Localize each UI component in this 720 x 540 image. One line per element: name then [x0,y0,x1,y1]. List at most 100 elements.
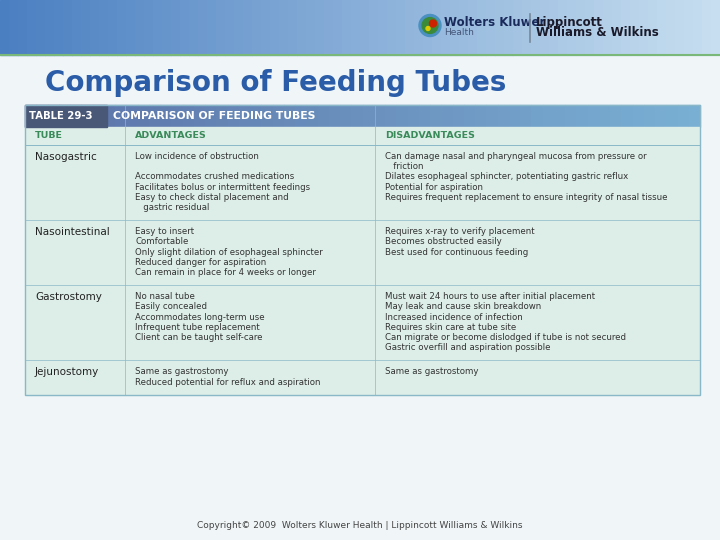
Bar [25,105,700,395]
Bar [171,105,182,127]
Bar [189,0,198,55]
Bar [25,105,36,127]
Bar [27,0,36,55]
Bar [498,105,509,127]
Bar [475,105,486,127]
Bar [684,0,693,55]
Bar [342,0,351,55]
Bar [423,0,432,55]
Bar [194,105,205,127]
Bar [243,0,252,55]
Bar [486,0,495,55]
Bar [162,0,171,55]
Bar [239,105,250,127]
Text: friction: friction [385,162,423,171]
Bar [284,105,295,127]
Text: Comfortable: Comfortable [135,238,189,246]
Bar [135,0,144,55]
Bar [531,105,542,127]
Bar [297,0,306,55]
Text: Dilates esophageal sphincter, potentiating gastric reflux: Dilates esophageal sphincter, potentiati… [385,172,629,181]
Text: Williams & Wilkins: Williams & Wilkins [536,26,659,39]
Bar [252,0,261,55]
Bar [288,0,297,55]
Bar [430,105,441,127]
Bar [408,105,419,127]
Text: Easily concealed: Easily concealed [135,302,207,312]
Bar [182,105,194,127]
Bar [90,0,99,55]
Bar [216,0,225,55]
Text: Requires skin care at tube site: Requires skin care at tube site [385,323,516,332]
Text: Becomes obstructed easily: Becomes obstructed easily [385,238,502,246]
Bar [644,105,655,127]
Bar [513,0,522,55]
Bar [464,105,475,127]
Bar [318,105,329,127]
Text: Client can be taught self-care: Client can be taught self-care [135,333,263,342]
Bar [554,105,565,127]
Bar [306,105,318,127]
Bar [81,0,90,55]
Bar [468,0,477,55]
Bar [419,105,430,127]
Circle shape [426,26,430,30]
Text: Low incidence of obstruction: Low incidence of obstruction [135,152,259,161]
Text: Same as gastrostomy: Same as gastrostomy [385,367,479,376]
Bar [588,105,599,127]
Bar [414,0,423,55]
Bar [25,360,700,395]
Bar [520,105,531,127]
Bar [108,0,117,55]
Bar [495,0,504,55]
Bar [45,0,54,55]
Bar [405,0,414,55]
Bar [630,0,639,55]
Bar [610,105,621,127]
Bar [171,0,180,55]
Bar [452,105,464,127]
Bar [504,0,513,55]
Bar [72,0,81,55]
Bar [295,105,306,127]
Bar [594,0,603,55]
Bar [234,0,243,55]
Bar [648,0,657,55]
Text: Gastric overfill and aspiration possible: Gastric overfill and aspiration possible [385,343,551,352]
Bar [576,0,585,55]
Bar [477,0,486,55]
Bar [126,105,138,127]
Bar [362,105,374,127]
Bar [369,0,378,55]
Bar [138,105,149,127]
Text: Lippincott: Lippincott [536,16,603,29]
Text: Facilitates bolus or intermittent feedings: Facilitates bolus or intermittent feedin… [135,183,310,192]
Bar [486,105,498,127]
Bar [270,0,279,55]
Bar [180,0,189,55]
Bar [59,105,70,127]
Text: Reduced danger for aspiration: Reduced danger for aspiration [135,258,266,267]
Bar [632,105,644,127]
Bar [675,0,684,55]
Bar [25,285,700,360]
Bar [450,0,459,55]
Bar [279,0,288,55]
Bar [225,0,234,55]
Bar [603,0,612,55]
Text: No nasal tube: No nasal tube [135,292,195,301]
Bar [542,105,554,127]
Bar [678,105,689,127]
Bar [324,0,333,55]
Bar [612,0,621,55]
Bar [144,0,153,55]
Text: Can damage nasal and pharyngeal mucosa from pressure or: Can damage nasal and pharyngeal mucosa f… [385,152,647,161]
Text: Reduced potential for reflux and aspiration: Reduced potential for reflux and aspirat… [135,377,320,387]
Bar [228,105,239,127]
Bar [117,0,126,55]
Bar [0,0,9,55]
Text: Same as gastrostomy: Same as gastrostomy [135,367,228,376]
Bar [81,105,92,127]
Bar [126,0,135,55]
Text: Nasogastric: Nasogastric [35,152,96,162]
